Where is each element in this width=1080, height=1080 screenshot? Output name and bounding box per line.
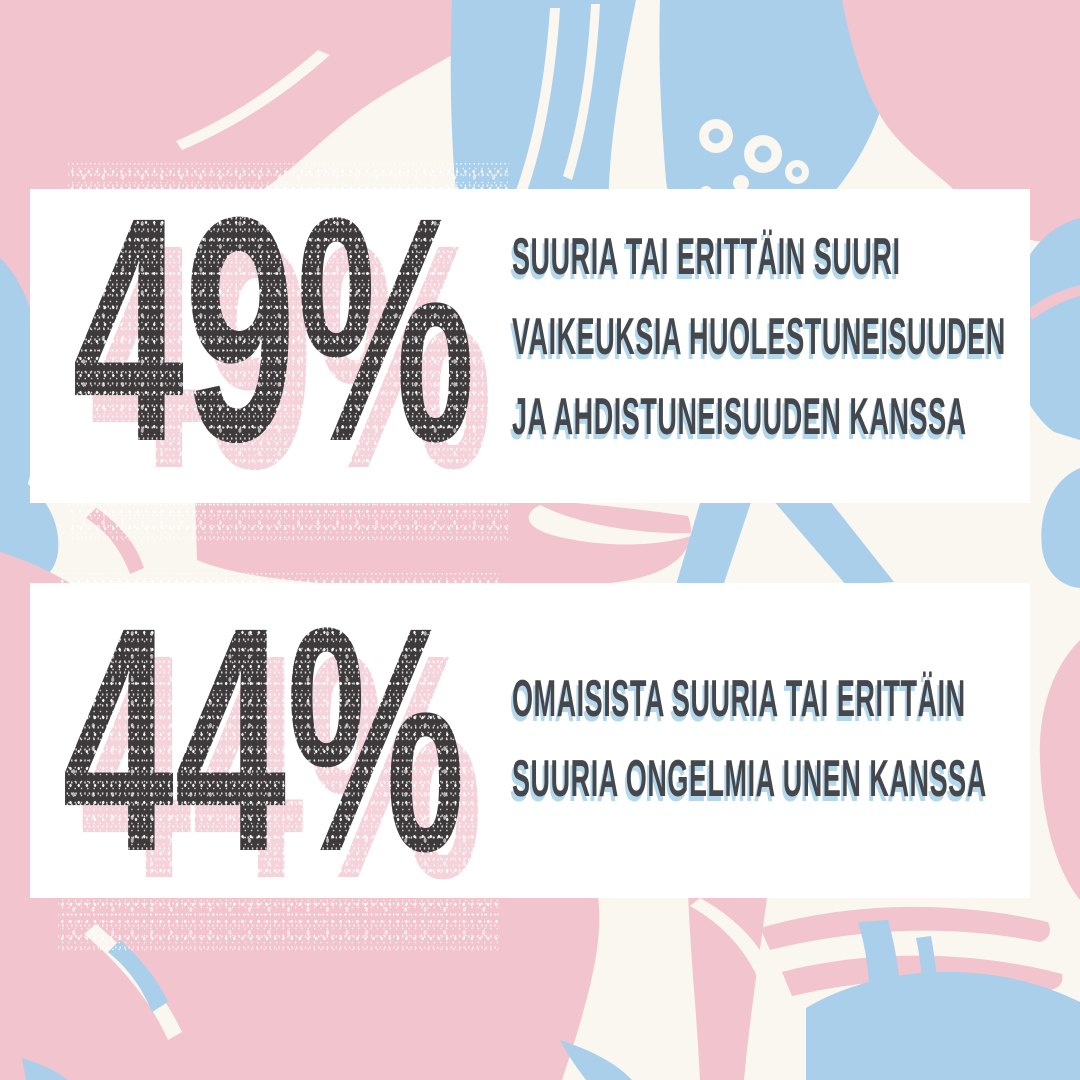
stat-description-line: SUURIA ONGELMIA UNEN KANSSA <box>512 750 987 808</box>
stat-value-text: 44% <box>62 560 466 918</box>
stat-description-sleep: OMAISISTA SUURIA TAI ERITTÄIN SUURIA ONG… <box>512 659 987 819</box>
stat-description-line: VAIKEUKSIA HUOLESTUNEISUUDEN <box>512 308 1006 366</box>
stat-description-line: SUURIA TAI ERITTÄIN SUURI <box>512 228 901 286</box>
stat-value-sleep: 44% 44% <box>58 573 500 953</box>
stat-description-anxiety: SUURIA TAI ERITTÄIN SUURI VAIKEUKSIA HUO… <box>512 217 1006 457</box>
stat-description-line: OMAISISTA SUURIA TAI ERITTÄIN <box>512 670 966 728</box>
stat-value-shadow: 49% <box>89 177 494 535</box>
stat-value-text: 49% <box>72 150 476 508</box>
stat-value-anxiety: 49% 49% <box>68 163 510 543</box>
stat-description-line: JA AHDISTUNEISUUDEN KANSSA <box>512 388 967 446</box>
stat-value-shadow: 44% <box>79 587 484 945</box>
